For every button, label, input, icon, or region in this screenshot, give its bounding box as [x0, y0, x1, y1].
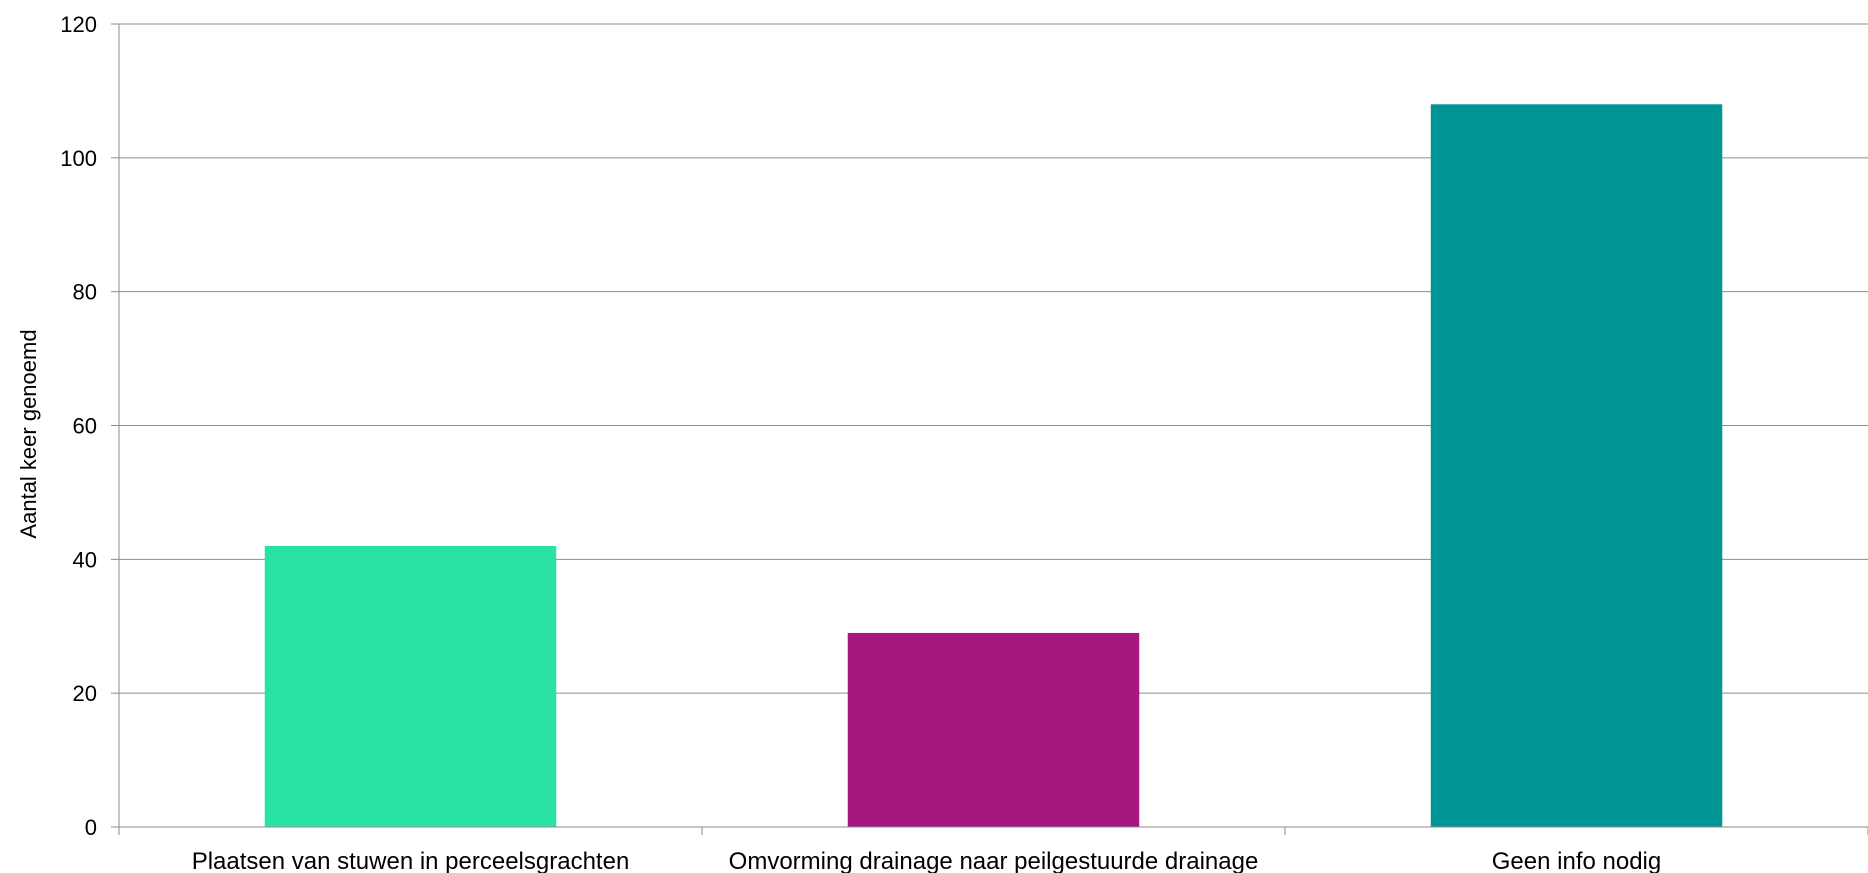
bars — [264, 104, 1723, 828]
axes — [111, 23, 1868, 835]
x-category-labels: Plaatsen van stuwen in perceelsgrachten O… — [192, 848, 1662, 873]
bar-2 — [847, 632, 1140, 827]
x-category-label: Geen info nodig — [1492, 848, 1661, 873]
y-tick-label: 120 — [60, 12, 97, 37]
y-tick-label: 60 — [73, 414, 97, 439]
y-tick-label: 100 — [60, 146, 97, 171]
bar-3 — [1430, 104, 1723, 828]
bar-1 — [264, 545, 557, 827]
y-tick-label: 80 — [73, 280, 97, 305]
y-tick-label: 40 — [73, 547, 97, 572]
y-axis-title: Aantal keer genoemd — [16, 329, 41, 538]
y-tick-labels: 0 20 40 60 80 100 120 — [60, 12, 97, 840]
y-tick-label: 20 — [73, 681, 97, 706]
y-tick-label: 0 — [85, 815, 97, 840]
x-category-label: Omvorming drainage naar peilgestuurde dr… — [729, 848, 1259, 873]
x-category-label: Plaatsen van stuwen in perceelsgrachten — [192, 848, 630, 873]
